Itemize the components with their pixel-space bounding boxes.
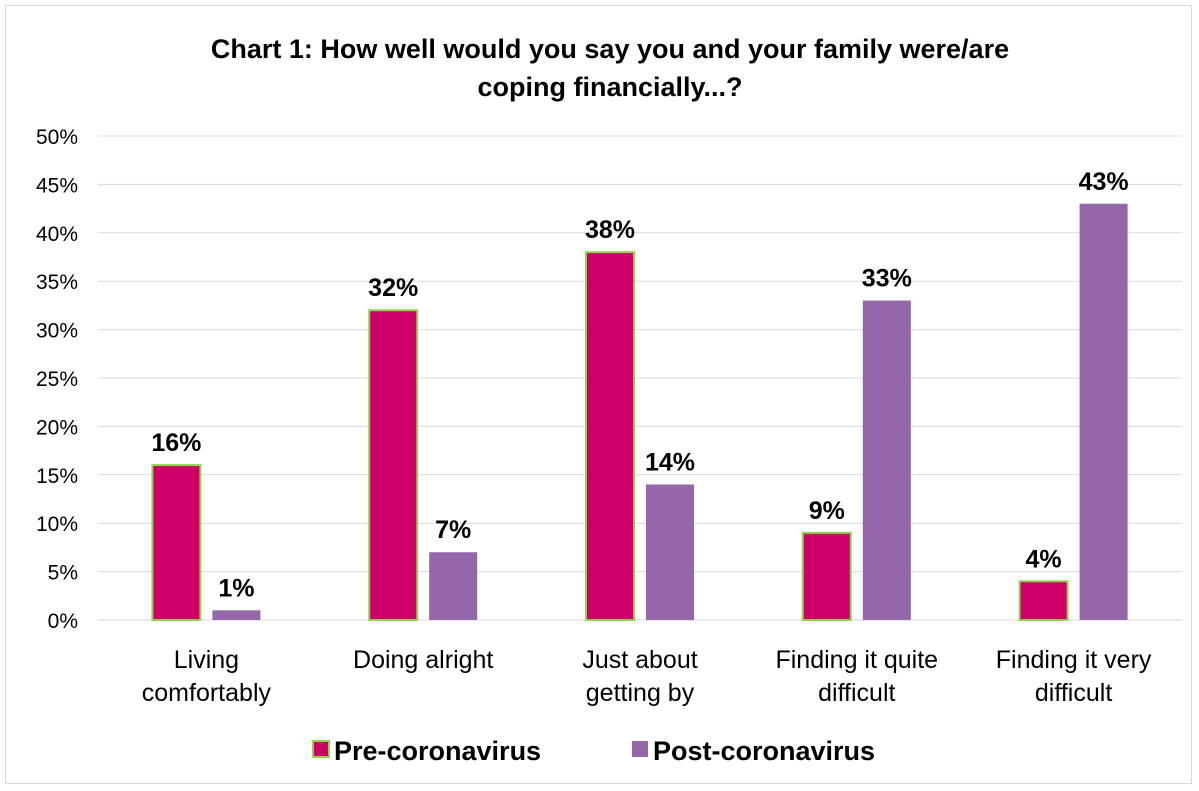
legend-swatch bbox=[632, 741, 648, 757]
y-tick-label: 40% bbox=[36, 223, 78, 246]
category-label: Doing alright bbox=[353, 646, 493, 674]
bar-pre-1 bbox=[368, 309, 419, 621]
bar-pre-2 bbox=[585, 251, 635, 621]
legend-label: Post-coronavirus bbox=[653, 736, 875, 766]
category-label: comfortably bbox=[142, 679, 272, 707]
data-label: 1% bbox=[218, 574, 254, 602]
legend: Pre-coronavirus Post-coronavirus bbox=[312, 736, 875, 766]
bar-post-1 bbox=[429, 552, 478, 620]
data-label: 38% bbox=[585, 216, 635, 244]
data-labels: 16% 1% 32% 7% 38% 14% 9% 33% 4% 43% bbox=[151, 168, 1128, 603]
y-tick-label: 50% bbox=[36, 126, 78, 149]
y-tick-label: 20% bbox=[36, 416, 78, 439]
data-label: 16% bbox=[151, 429, 201, 457]
y-tick-label: 25% bbox=[36, 368, 78, 391]
x-axis-categories: Living comfortably Doing alright Just about… bbox=[142, 646, 1152, 707]
chart-title-line-1: Chart 1: How well would you say you and … bbox=[211, 34, 1009, 64]
bar-post-2 bbox=[646, 484, 694, 620]
data-label: 14% bbox=[645, 448, 695, 476]
category-label: Finding it very bbox=[996, 646, 1152, 674]
y-tick-label: 5% bbox=[48, 562, 78, 585]
data-label: 9% bbox=[809, 497, 845, 525]
y-axis-ticks: 0% 5% 10% 15% 20% 25% 30% 35% 40% 45% 50% bbox=[36, 126, 78, 633]
category-label: Living bbox=[174, 646, 239, 674]
bar-pre-4 bbox=[1018, 580, 1069, 622]
category-label: getting by bbox=[586, 679, 695, 707]
y-tick-label: 0% bbox=[48, 610, 78, 633]
bar-pre-3 bbox=[801, 531, 852, 622]
data-label: 32% bbox=[368, 274, 418, 302]
y-tick-label: 35% bbox=[36, 271, 78, 294]
bar-pre-0 bbox=[151, 464, 202, 621]
bar-post-4 bbox=[1079, 203, 1128, 620]
data-label: 7% bbox=[435, 516, 471, 544]
chart-title-line-2: coping financially...? bbox=[477, 72, 742, 102]
bars bbox=[151, 203, 1128, 622]
category-label: difficult bbox=[1035, 679, 1112, 707]
category-label: Finding it quite bbox=[775, 646, 938, 674]
bar-post-3 bbox=[862, 300, 911, 620]
legend-label: Pre-coronavirus bbox=[334, 736, 541, 766]
data-label: 4% bbox=[1026, 545, 1062, 573]
category-label: Just about bbox=[582, 646, 697, 674]
data-label: 33% bbox=[862, 265, 912, 293]
y-tick-label: 30% bbox=[36, 320, 78, 343]
bar-post-0 bbox=[212, 610, 261, 620]
y-tick-label: 15% bbox=[36, 465, 78, 488]
data-label: 43% bbox=[1079, 168, 1129, 196]
gridlines bbox=[98, 135, 1182, 621]
y-tick-label: 45% bbox=[36, 174, 78, 197]
y-tick-label: 10% bbox=[36, 513, 78, 536]
legend-swatch bbox=[312, 740, 330, 758]
category-label: difficult bbox=[818, 679, 895, 707]
